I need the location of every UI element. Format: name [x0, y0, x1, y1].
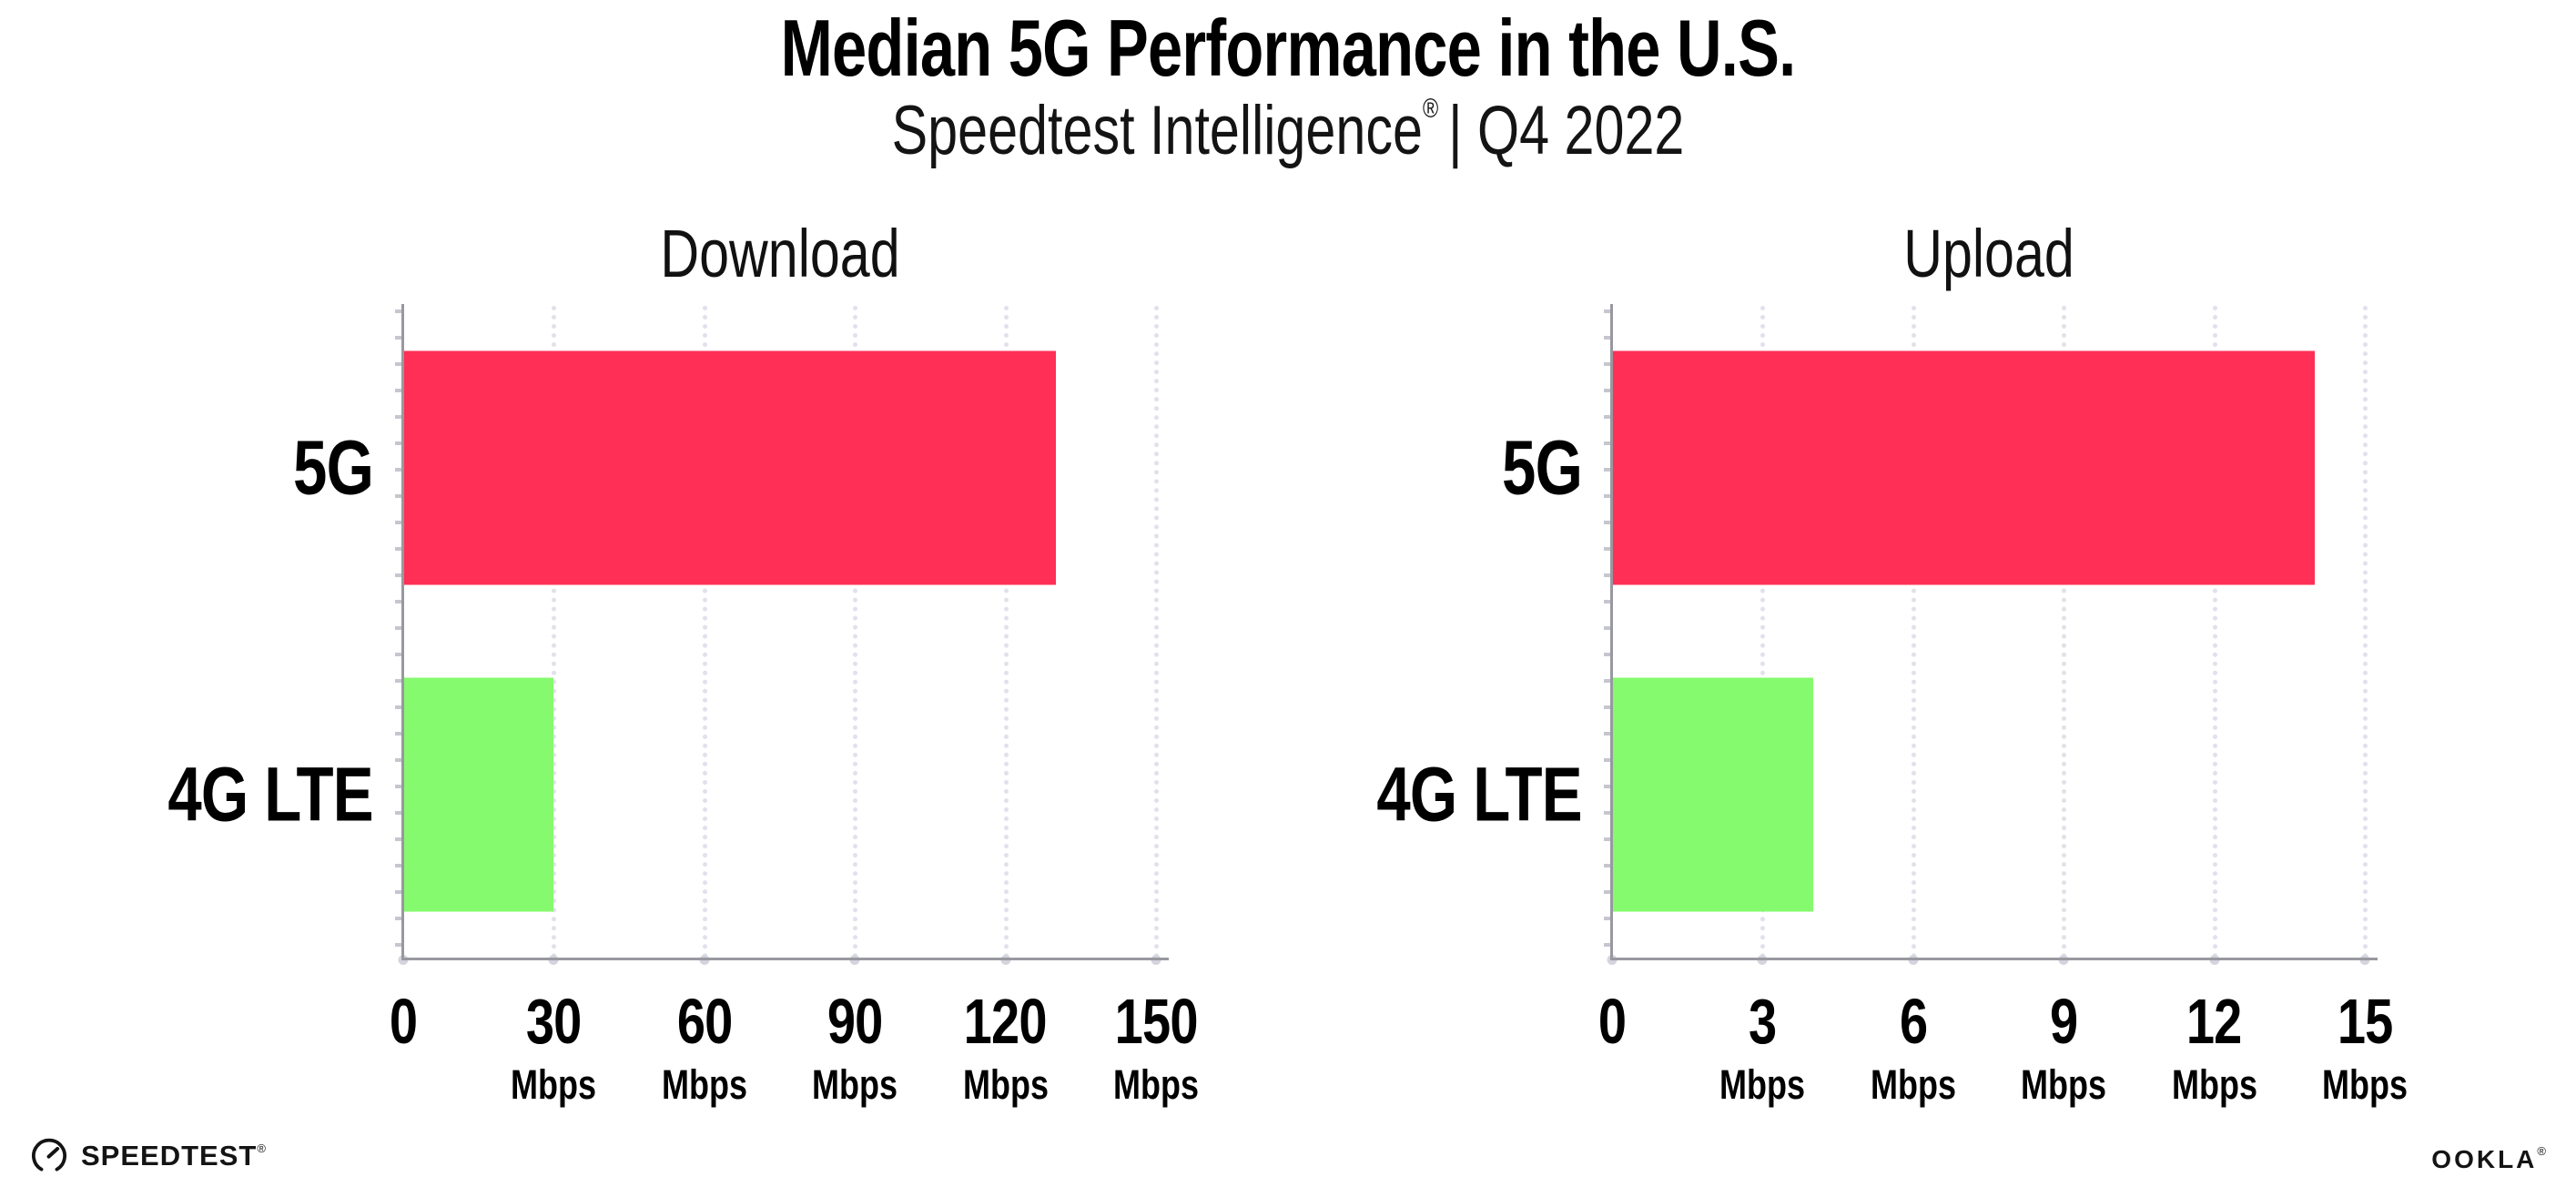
download-plot-area: 5G 4G LTE — [168, 304, 1169, 965]
x-tick-unit: Mbps — [812, 1061, 898, 1108]
x-axis-line — [401, 958, 1169, 960]
y-axis-spine — [1610, 304, 1613, 960]
x-tick-unit: Mbps — [2322, 1061, 2408, 1108]
category-label: 4G LTE — [167, 751, 374, 837]
y-axis-minor-ticks — [395, 309, 401, 959]
x-tick-number: 9 — [2050, 986, 2078, 1057]
category-band: 5G — [1502, 304, 2365, 632]
ookla-registered-mark: ® — [2537, 1144, 2549, 1158]
subtitle-period: | Q4 2022 — [1448, 92, 1685, 169]
x-axis-line — [1610, 958, 2378, 960]
upload-plot-area: 5G 4G LTE — [1377, 304, 2378, 965]
x-tick: 30 Mbps — [501, 959, 608, 1105]
x-tick: 150 Mbps — [1102, 959, 1210, 1105]
x-tick: 15 Mbps — [2311, 959, 2419, 1105]
category-label: 5G — [292, 424, 374, 511]
category-band: 4G LTE — [1377, 632, 2365, 959]
x-axis-tick-labels: 0 30 Mbps 60 Mbps 90 Mbps 120 Mbps 150 Mbps — [390, 959, 1199, 1105]
x-tick-unit: Mbps — [1719, 1061, 1806, 1108]
bar-5g — [1612, 350, 2315, 585]
x-tick-unit: Mbps — [1113, 1061, 1199, 1108]
x-tick-number: 120 — [964, 986, 1048, 1057]
x-tick: 90 Mbps — [801, 959, 908, 1105]
x-tick-number: 30 — [526, 986, 582, 1057]
category-band: 4G LTE — [168, 632, 1156, 959]
speedtest-gauge-icon — [32, 1138, 66, 1172]
x-tick-number: 0 — [1597, 986, 1627, 1057]
gridline — [2212, 306, 2217, 959]
page-subtitle: Speedtest Intelligence® | Q4 2022 — [892, 91, 1685, 170]
ookla-wordmark: OOKLA — [2431, 1145, 2538, 1173]
y-axis-spine — [401, 304, 404, 960]
ookla-logo: OOKLA® — [2431, 1144, 2549, 1174]
y-axis-minor-ticks — [1604, 309, 1610, 959]
gridline — [1911, 306, 1916, 959]
x-tick-number: 0 — [389, 986, 418, 1057]
category-label: 4G LTE — [1376, 751, 1583, 837]
x-tick-unit: Mbps — [1870, 1061, 1956, 1108]
gridline — [552, 306, 557, 959]
x-tick: 3 Mbps — [1709, 959, 1817, 1105]
x-tick-unit: Mbps — [962, 1061, 1049, 1108]
x-tick-number: 15 — [2337, 986, 2393, 1057]
speedtest-logo: SPEEDTEST® — [31, 1138, 267, 1174]
x-tick: 9 Mbps — [2010, 959, 2117, 1105]
subtitle-brand: Speedtest Intelligence — [891, 92, 1423, 169]
gridline — [1760, 306, 1766, 959]
bar-4g-lte — [1612, 677, 1813, 912]
gridline — [2062, 306, 2067, 959]
x-tick-number: 60 — [676, 986, 733, 1057]
category-label: 5G — [1501, 424, 1583, 511]
x-tick: 0 — [386, 959, 421, 1053]
x-tick-number: 90 — [827, 986, 883, 1057]
x-tick: 12 Mbps — [2161, 959, 2268, 1105]
download-chart: Download 5G 4G LTE 0 30 Mbps 60 Mbps 90 Mbps 120… — [168, 216, 1199, 1105]
gridline — [1154, 306, 1159, 959]
category-band: 5G — [293, 304, 1156, 632]
upload-chart: Upload 5G 4G LTE 0 3 Mbps 6 Mbps 9 Mbps 12 Mbps 15… — [1377, 216, 2408, 1105]
bar-5g — [403, 350, 1056, 585]
gridline — [2363, 306, 2368, 959]
x-tick-number: 12 — [2186, 986, 2242, 1057]
x-tick-number: 150 — [1114, 986, 1198, 1057]
x-tick-number: 3 — [1749, 986, 1777, 1057]
page-title: Median 5G Performance in the U.S. — [780, 3, 1797, 93]
x-tick: 120 Mbps — [952, 959, 1060, 1105]
x-axis-tick-labels: 0 3 Mbps 6 Mbps 9 Mbps 12 Mbps 15 Mbps — [1598, 959, 2408, 1105]
x-tick-unit: Mbps — [661, 1061, 747, 1108]
x-tick-unit: Mbps — [2171, 1061, 2257, 1108]
gridline — [702, 306, 707, 959]
bar-4g-lte — [403, 677, 554, 912]
gridline — [1003, 306, 1009, 959]
gridline — [853, 306, 858, 959]
registered-mark: ® — [1422, 94, 1439, 124]
speedtest-wordmark: SPEEDTEST® — [81, 1140, 267, 1172]
x-tick: 60 Mbps — [651, 959, 758, 1105]
x-tick-unit: Mbps — [2021, 1061, 2107, 1108]
download-chart-title: Download — [659, 216, 900, 291]
upload-chart-title: Upload — [1902, 216, 2074, 291]
x-tick-unit: Mbps — [511, 1061, 597, 1108]
x-tick: 0 — [1595, 959, 1629, 1053]
speedtest-registered-mark: ® — [257, 1141, 267, 1155]
x-tick: 6 Mbps — [1860, 959, 1967, 1105]
x-tick-number: 6 — [1899, 986, 1928, 1057]
